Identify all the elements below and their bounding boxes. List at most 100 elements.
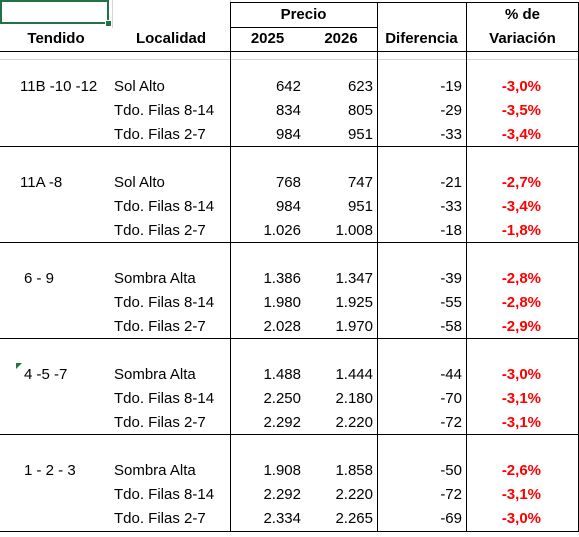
diferencia-cell: -55 bbox=[440, 294, 462, 311]
table-row: 4 -5 -7 Sombra Alta 1.488 1.444 -44 -3,0… bbox=[0, 363, 579, 387]
table-row: Tdo. Filas 2-7 1.026 1.008 -18 -1,8% bbox=[0, 219, 579, 243]
price-2026-cell: 2.220 bbox=[335, 414, 373, 431]
header-variacion: Variación bbox=[489, 30, 556, 47]
price-2026-cell: 1.970 bbox=[335, 318, 373, 335]
variacion-cell: -3,0% bbox=[501, 78, 541, 95]
table-row: 11B -10 -12 Sol Alto 642 623 -19 -3,0% bbox=[0, 75, 579, 99]
border-line bbox=[0, 146, 579, 147]
variacion-cell: -3,0% bbox=[501, 366, 541, 383]
price-2025-cell: 2.292 bbox=[263, 486, 301, 503]
selected-cell[interactable] bbox=[0, 0, 109, 24]
price-2026-cell: 1.347 bbox=[335, 270, 373, 287]
header-row-2: Tendido Localidad 2025 2026 Diferencia V… bbox=[0, 27, 579, 51]
table-row: Tdo. Filas 8-14 2.292 2.220 -72 -3,1% bbox=[0, 483, 579, 507]
fill-handle[interactable] bbox=[105, 20, 112, 27]
header-precio: Precio bbox=[280, 6, 327, 23]
diferencia-cell: -44 bbox=[440, 366, 462, 383]
border-line bbox=[466, 2, 467, 532]
border-line bbox=[0, 531, 579, 532]
variacion-cell: -3,5% bbox=[501, 102, 541, 119]
tendido-cell: 11B -10 -12 bbox=[20, 78, 98, 95]
table-row: Tdo. Filas 2-7 2.334 2.265 -69 -3,0% bbox=[0, 507, 579, 531]
price-2026-cell: 1.008 bbox=[335, 222, 373, 239]
variacion-cell: -3,1% bbox=[501, 486, 541, 503]
border-line bbox=[230, 2, 579, 3]
variacion-cell: -2,7% bbox=[501, 174, 541, 191]
price-2025-cell: 2.028 bbox=[263, 318, 301, 335]
localidad-cell: Tdo. Filas 8-14 bbox=[114, 102, 215, 119]
variacion-cell: -1,8% bbox=[501, 222, 541, 239]
localidad-cell: Sombra Alta bbox=[114, 462, 196, 479]
price-2025-cell: 984 bbox=[275, 126, 301, 143]
header-row-1: Precio % de bbox=[0, 3, 579, 27]
diferencia-cell: -58 bbox=[440, 318, 462, 335]
table-row: Tdo. Filas 2-7 2.028 1.970 -58 -2,9% bbox=[0, 315, 579, 339]
localidad-cell: Tdo. Filas 8-14 bbox=[114, 198, 215, 215]
header-pct: % de bbox=[504, 6, 540, 23]
table-row: Tdo. Filas 8-14 2.250 2.180 -70 -3,1% bbox=[0, 387, 579, 411]
localidad-cell: Tdo. Filas 2-7 bbox=[114, 222, 206, 239]
tendido-cell: 11A -8 bbox=[20, 174, 63, 191]
price-2025-cell: 1.980 bbox=[263, 294, 301, 311]
diferencia-cell: -33 bbox=[440, 126, 462, 143]
price-2026-cell: 1.858 bbox=[335, 462, 373, 479]
price-2025-cell: 984 bbox=[275, 198, 301, 215]
variacion-cell: -3,4% bbox=[501, 198, 541, 215]
variacion-cell: -2,6% bbox=[501, 462, 541, 479]
border-line bbox=[230, 2, 231, 532]
price-2026-cell: 1.925 bbox=[335, 294, 373, 311]
diferencia-cell: -29 bbox=[440, 102, 462, 119]
price-2026-cell: 2.180 bbox=[335, 390, 373, 407]
price-2025-cell: 2.292 bbox=[263, 414, 301, 431]
diferencia-cell: -21 bbox=[440, 174, 462, 191]
variacion-cell: -2,8% bbox=[501, 270, 541, 287]
price-2025-cell: 642 bbox=[275, 78, 301, 95]
localidad-cell: Sombra Alta bbox=[114, 366, 196, 383]
header-localidad: Localidad bbox=[135, 30, 206, 47]
header-2026: 2026 bbox=[324, 30, 358, 47]
variacion-cell: -3,1% bbox=[501, 414, 541, 431]
price-2026-cell: 2.220 bbox=[335, 486, 373, 503]
price-2026-cell: 2.265 bbox=[335, 510, 373, 527]
table-row: Tdo. Filas 2-7 984 951 -33 -3,4% bbox=[0, 123, 579, 147]
tendido-cell: 6 - 9 bbox=[24, 270, 55, 287]
table-row: 6 - 9 Sombra Alta 1.386 1.347 -39 -2,8% bbox=[0, 267, 579, 291]
localidad-cell: Tdo. Filas 8-14 bbox=[114, 294, 215, 311]
localidad-cell: Tdo. Filas 8-14 bbox=[114, 486, 215, 503]
diferencia-cell: -70 bbox=[440, 390, 462, 407]
border-line bbox=[0, 51, 579, 52]
grid-line bbox=[112, 0, 113, 28]
price-2025-cell: 768 bbox=[275, 174, 301, 191]
table-row: 11A -8 Sol Alto 768 747 -21 -2,7% bbox=[0, 171, 579, 195]
header-2025: 2025 bbox=[250, 30, 285, 47]
header-diferencia: Diferencia bbox=[385, 30, 458, 47]
diferencia-cell: -50 bbox=[440, 462, 462, 479]
price-2025-cell: 1.488 bbox=[263, 366, 301, 383]
localidad-cell: Sombra Alta bbox=[114, 270, 196, 287]
table-row: Tdo. Filas 2-7 2.292 2.220 -72 -3,1% bbox=[0, 411, 579, 435]
tendido-cell: 1 - 2 - 3 bbox=[24, 462, 76, 479]
border-line bbox=[0, 338, 579, 339]
localidad-cell: Tdo. Filas 2-7 bbox=[114, 414, 206, 431]
border-line bbox=[377, 2, 378, 532]
price-2026-cell: 951 bbox=[347, 126, 373, 143]
diferencia-cell: -19 bbox=[440, 78, 462, 95]
price-2025-cell: 1.908 bbox=[263, 462, 301, 479]
localidad-cell: Tdo. Filas 8-14 bbox=[114, 390, 215, 407]
grid-line bbox=[0, 59, 579, 60]
border-line bbox=[0, 434, 579, 435]
variacion-cell: -2,9% bbox=[501, 318, 541, 335]
price-2025-cell: 1.026 bbox=[263, 222, 301, 239]
tendido-cell: 4 -5 -7 bbox=[24, 366, 68, 383]
price-2025-cell: 2.250 bbox=[263, 390, 301, 407]
cell-warning-indicator-icon[interactable] bbox=[16, 363, 22, 369]
localidad-cell: Sol Alto bbox=[114, 78, 165, 95]
price-2026-cell: 747 bbox=[347, 174, 373, 191]
table-row: Tdo. Filas 8-14 984 951 -33 -3,4% bbox=[0, 195, 579, 219]
variacion-cell: -3,1% bbox=[501, 390, 541, 407]
diferencia-cell: -18 bbox=[440, 222, 462, 239]
price-2025-cell: 2.334 bbox=[263, 510, 301, 527]
price-2026-cell: 805 bbox=[347, 102, 373, 119]
localidad-cell: Tdo. Filas 2-7 bbox=[114, 318, 206, 335]
